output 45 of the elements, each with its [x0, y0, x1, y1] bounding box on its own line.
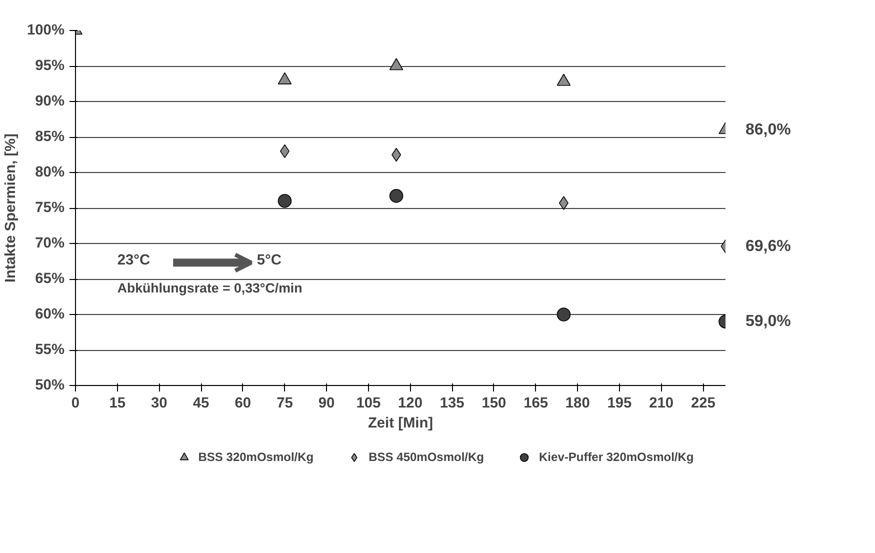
y-tick-label: 50%	[35, 378, 65, 394]
y-tick-label: 100%	[27, 22, 65, 38]
x-tick-label: 225	[690, 396, 716, 412]
data-label: 69,6%	[746, 238, 791, 255]
x-tick-label: 210	[649, 396, 674, 412]
y-tick-label: 55%	[35, 342, 65, 358]
point	[389, 58, 404, 70]
point	[556, 308, 571, 322]
point	[389, 189, 404, 203]
x-tick-label: 195	[607, 396, 632, 412]
x-axis-title: Zeit [Min]	[368, 416, 434, 432]
data-label: 86,0%	[746, 121, 791, 138]
x-tick-label: 0	[71, 396, 80, 412]
x-tick-label: 15	[109, 396, 126, 412]
annotation: 5°C	[256, 252, 282, 268]
y-tick-label: 65%	[35, 271, 65, 287]
x-tick-label: 45	[192, 396, 210, 412]
point	[278, 194, 292, 208]
data-label: 59,0%	[746, 313, 791, 330]
y-tick-label: 85%	[35, 129, 65, 145]
y-tick-label: 90%	[35, 94, 65, 110]
point	[556, 74, 571, 86]
x-tick-label: 105	[356, 396, 381, 412]
legend-label: Kiev-Puffer 320mOsmol/Kg	[539, 450, 694, 464]
y-tick-label: 70%	[35, 236, 65, 252]
annotation: 23°C	[117, 252, 151, 268]
x-tick-label: 135	[440, 396, 464, 412]
y-tick-label: 75%	[35, 200, 65, 216]
legend-label: BSS 320mOsmol/Kg	[198, 450, 314, 464]
point	[278, 72, 292, 84]
y-tick-label: 60%	[35, 306, 65, 322]
x-tick-label: 60	[234, 396, 252, 412]
annotation: Abkühlungsrate = 0,33°C/min	[117, 280, 302, 296]
y-axis-title: Intakte Spermien, [%]	[3, 133, 20, 283]
x-tick-label: 75	[276, 396, 293, 412]
x-tick-label: 150	[482, 396, 506, 412]
x-tick-label: 30	[151, 396, 168, 412]
x-tick-label: 180	[565, 396, 590, 412]
x-tick-label: 90	[318, 396, 335, 412]
point	[558, 196, 568, 210]
y-tick-label: 95%	[35, 58, 65, 74]
y-tick-label: 80%	[35, 164, 65, 180]
x-tick-label: 165	[524, 396, 548, 412]
x-tick-label: 120	[398, 396, 423, 412]
legend-label: BSS 450mOsmol/Kg	[368, 450, 484, 464]
